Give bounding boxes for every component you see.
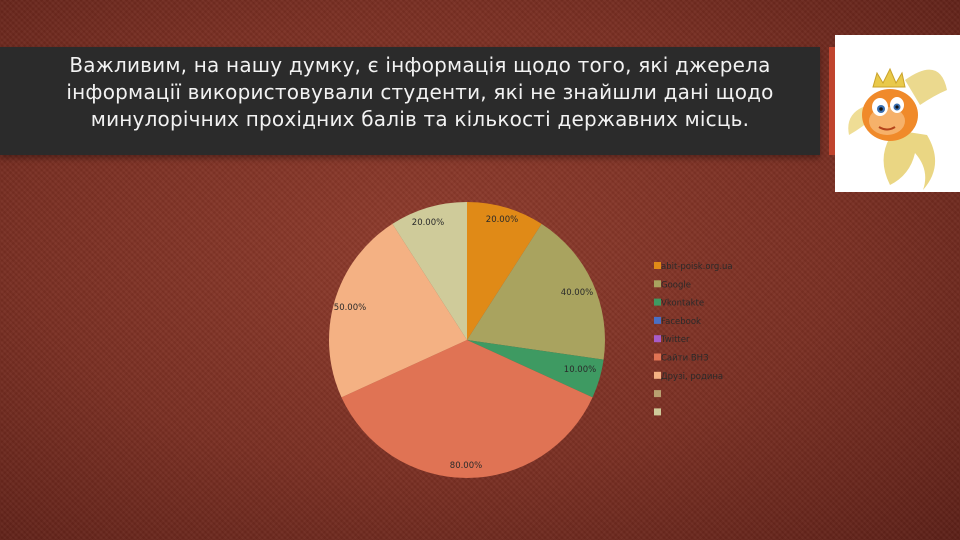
legend-label: Google [661, 280, 691, 290]
title-accent-bar [829, 47, 837, 155]
slice-data-label: 20.00% [412, 218, 444, 228]
slice-data-label: 80.00% [450, 461, 482, 471]
legend-label: Twitter [660, 335, 690, 345]
pie-slice [392, 202, 467, 340]
pie-slice [467, 223, 605, 360]
pie-slice [467, 202, 542, 340]
chart-legend: abit-poisk.org.ua Google Vkontakte Facebook… [654, 262, 733, 416]
legend-swatch [654, 408, 661, 416]
legend-swatch [654, 353, 661, 361]
legend-swatch [654, 316, 661, 324]
legend-swatch [654, 298, 661, 306]
legend-label: Vkontakte [661, 299, 704, 309]
pie-slices [329, 202, 605, 479]
goldfish-with-crown-icon [848, 67, 947, 190]
slide-title: Важливим, на нашу думку, є інформація що… [66, 53, 774, 131]
legend-label: Сайти ВНЗ [661, 354, 709, 364]
pie-slice [329, 223, 467, 398]
slice-data-label: 10.00% [564, 365, 596, 375]
legend-swatch [654, 262, 661, 269]
slice-data-label: 20.00% [486, 215, 518, 225]
legend-swatch [654, 280, 661, 288]
legend-label: abit-poisk.org.ua [661, 262, 733, 272]
legend-swatch [654, 371, 661, 379]
pie-slice [467, 340, 604, 398]
pie-slice [341, 340, 593, 479]
slice-data-label: 50.00% [334, 303, 366, 313]
title-band [0, 47, 820, 155]
legend-label: Друзі, родина [661, 372, 723, 382]
goldfish-image [835, 35, 960, 192]
legend-swatch [654, 390, 661, 398]
legend-label: Facebook [661, 317, 701, 327]
legend-swatch [654, 335, 661, 343]
pie-data-labels: 20.00% 40.00% 10.00% 80.00% 50.00% 20.00% [334, 215, 596, 471]
slice-data-label: 40.00% [561, 288, 593, 298]
